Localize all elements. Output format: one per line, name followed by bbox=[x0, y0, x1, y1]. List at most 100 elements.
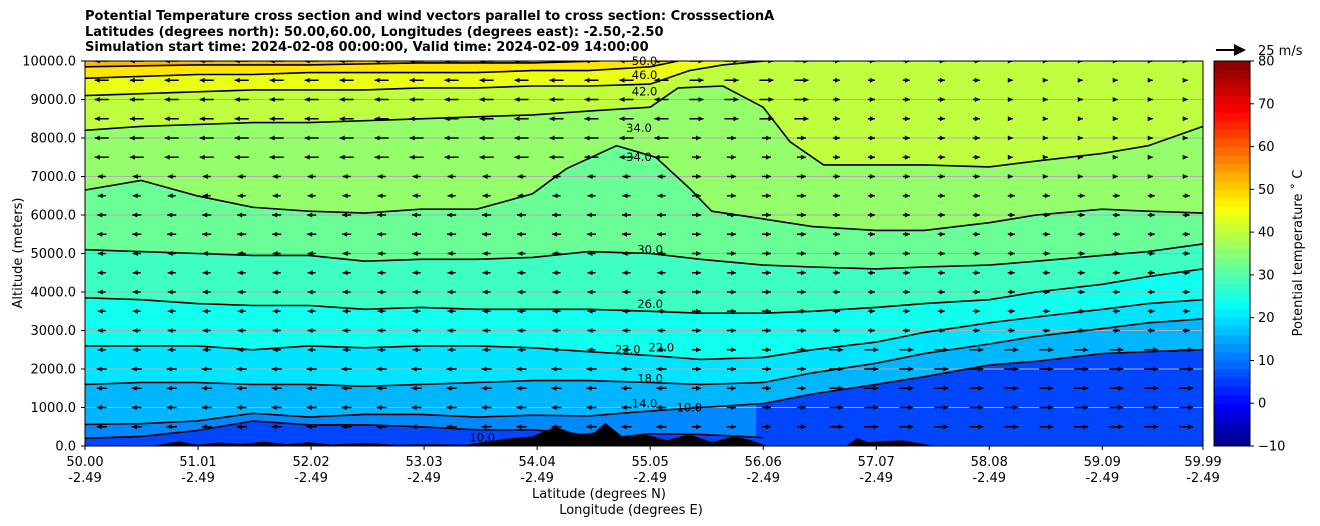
wind-vector-head bbox=[765, 308, 771, 314]
wind-vector-head bbox=[307, 174, 313, 179]
wind-vector-head bbox=[202, 212, 208, 218]
wind-vector-head bbox=[269, 77, 275, 83]
wind-vector-head bbox=[481, 405, 487, 410]
wind-vector-head bbox=[199, 154, 205, 160]
wind-vector-head bbox=[800, 347, 806, 353]
wind-vector-head bbox=[446, 385, 452, 391]
wind-vector-head bbox=[516, 424, 522, 430]
temperature-band bbox=[85, 318, 1203, 425]
y-tick-label: 10000.0 bbox=[22, 55, 76, 70]
colorbar-segment bbox=[1214, 172, 1250, 182]
terrain-shape bbox=[85, 422, 1203, 446]
wind-vector-head bbox=[619, 135, 625, 141]
wind-vector-head bbox=[765, 385, 771, 391]
wind-vector-head bbox=[1147, 97, 1153, 102]
wind-vector-head bbox=[869, 61, 875, 64]
wind-vector-head bbox=[765, 174, 771, 179]
wind-vector-head bbox=[733, 116, 739, 122]
wind-vector-head bbox=[800, 366, 806, 372]
colorbar-segment bbox=[1214, 103, 1250, 113]
title-line-2: Latitudes (degrees north): 50.00,60.00, … bbox=[85, 24, 664, 40]
wind-vector-head bbox=[342, 174, 348, 179]
wind-vector-head bbox=[730, 154, 736, 160]
wind-vector-head bbox=[132, 347, 138, 353]
wind-vector-head bbox=[1083, 366, 1089, 372]
wind-vector-head bbox=[234, 154, 240, 160]
wind-vector-head bbox=[132, 270, 138, 276]
wind-vector-head bbox=[482, 212, 488, 218]
wind-vector-head bbox=[447, 328, 453, 333]
wind-vector-head bbox=[768, 116, 774, 122]
wind-vector-head bbox=[1149, 328, 1155, 333]
wind-vector-head bbox=[1118, 405, 1124, 410]
wind-vector-head bbox=[201, 424, 207, 430]
wind-vector-head bbox=[834, 135, 840, 141]
contour-line bbox=[85, 298, 1203, 361]
terrain bbox=[85, 422, 1203, 446]
wind-vector-head bbox=[514, 97, 520, 102]
wind-vector-head bbox=[342, 231, 348, 237]
wind-vector-head bbox=[908, 366, 914, 372]
wind-vector-head bbox=[342, 193, 348, 199]
wind-vector-head bbox=[1184, 251, 1190, 256]
temperature-band bbox=[85, 268, 1203, 360]
wind-vector-head bbox=[657, 174, 663, 179]
colorbar-segment bbox=[1214, 155, 1250, 165]
wind-vector-head bbox=[479, 116, 485, 122]
wind-vector-head bbox=[129, 97, 135, 102]
colorbar-tick-label: 70 bbox=[1258, 97, 1275, 112]
wind-vector-head bbox=[374, 61, 380, 64]
wind-vector-head bbox=[199, 61, 205, 64]
wind-vector-head bbox=[342, 270, 348, 276]
wind-vector-head bbox=[587, 328, 593, 333]
wind-vector-head bbox=[587, 251, 593, 256]
wind-vector-head bbox=[1114, 289, 1120, 295]
wind-vector-head bbox=[167, 193, 173, 199]
wind-vector-head bbox=[517, 347, 523, 353]
wind-vector-head bbox=[551, 385, 557, 391]
wind-vector-head bbox=[1009, 251, 1015, 256]
wind-vector-head bbox=[586, 366, 592, 372]
wind-vector-head bbox=[202, 193, 208, 199]
wind-vector-head bbox=[695, 251, 701, 256]
wind-vector-head bbox=[619, 61, 625, 64]
contour-line bbox=[85, 61, 679, 80]
wind-vector-head bbox=[974, 174, 980, 179]
wind-vector-head bbox=[167, 347, 173, 353]
wind-vector-head bbox=[1042, 61, 1048, 64]
wind-vector-head bbox=[272, 270, 278, 276]
wind-vector-head bbox=[800, 231, 806, 237]
wind-vector-head bbox=[869, 97, 875, 102]
wind-vector-head bbox=[695, 289, 701, 295]
wind-vector-head bbox=[307, 212, 313, 218]
wind-vector-head bbox=[1044, 231, 1050, 237]
colorbar-tick-label: 80 bbox=[1258, 55, 1275, 70]
y-tick-label: 3000.0 bbox=[31, 324, 77, 339]
colorbar-segment bbox=[1214, 163, 1250, 173]
wind-vector-head bbox=[800, 270, 806, 276]
wind-vector-head bbox=[1079, 251, 1085, 256]
wind-vector-head bbox=[619, 116, 625, 122]
wind-vector-head bbox=[94, 135, 100, 141]
x-tick-label-lat: 52.02 bbox=[292, 455, 329, 470]
wind-vector-head bbox=[444, 77, 450, 83]
wind-vector-head bbox=[237, 308, 243, 314]
wind-vector-head bbox=[834, 231, 840, 237]
temperature-band bbox=[85, 61, 1203, 79]
wind-vector-head bbox=[269, 97, 275, 102]
contour-label: 22.0 bbox=[615, 343, 641, 357]
colorbar-segment bbox=[1214, 78, 1250, 88]
wind-vector-head bbox=[622, 193, 628, 199]
wind-vector-head bbox=[482, 308, 488, 314]
wind-vector-head bbox=[765, 251, 771, 256]
wind-vector-head bbox=[552, 251, 558, 256]
wind-vector-head bbox=[800, 308, 806, 314]
wind-vector-head bbox=[765, 347, 771, 353]
wind-vector-head bbox=[517, 270, 523, 276]
wind-vector-head bbox=[1153, 405, 1159, 410]
wind-vector-head bbox=[129, 77, 135, 83]
wind-vector-head bbox=[166, 385, 172, 391]
wind-vector-head bbox=[695, 385, 701, 391]
wind-vector-head bbox=[873, 424, 879, 430]
wind-vector-head bbox=[619, 77, 625, 83]
